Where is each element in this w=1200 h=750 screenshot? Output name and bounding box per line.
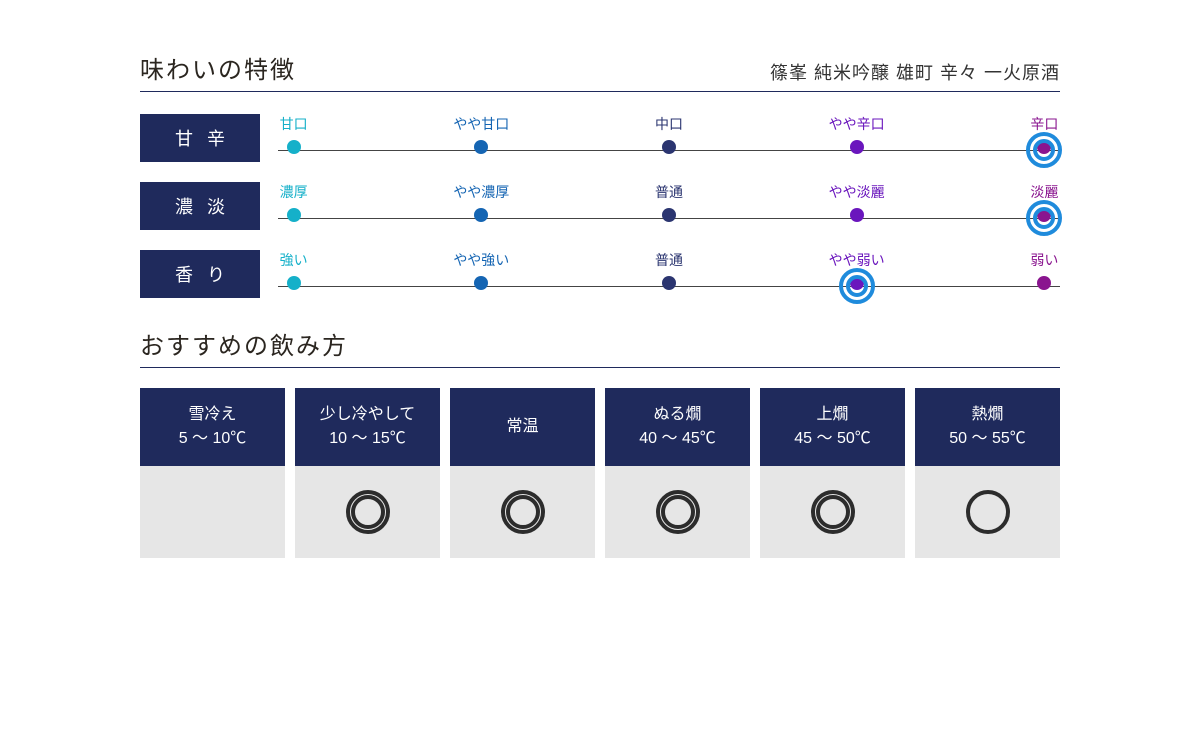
scale-stop-label: 濃厚 (280, 182, 308, 202)
drink-temp: 10 〜 15℃ (329, 427, 406, 451)
scale-stop-dot (474, 140, 488, 154)
scale-stop-label: 普通 (655, 250, 683, 270)
taste-title: 味わいの特徴 (140, 50, 296, 85)
double-circle-icon (656, 490, 700, 534)
circle-icon (966, 490, 1010, 534)
drink-mark-cell (295, 466, 440, 558)
scale-stop: 中口 (655, 114, 683, 154)
drink-column-header: 雪冷え5 〜 10℃ (140, 388, 285, 466)
drink-column-header: 熱燗50 〜 55℃ (915, 388, 1060, 466)
scale-stop: 甘口 (280, 114, 308, 154)
drink-temp: 5 〜 10℃ (179, 427, 247, 451)
scale-stop: やや淡麗 (829, 182, 885, 222)
drink-name: 常温 (506, 415, 538, 439)
scale-name-box: 甘辛 (140, 114, 260, 162)
drink-mark-cell (915, 466, 1060, 558)
scale-stop-label: やや濃厚 (453, 182, 509, 202)
scale-stop-label: やや淡麗 (829, 182, 885, 202)
product-subtitle: 篠峯 純米吟醸 雄町 辛々 一火原酒 (770, 59, 1060, 85)
scale-stop: やや濃厚 (453, 182, 509, 222)
scale-stop: 普通 (655, 182, 683, 222)
scale-track: 濃厚 やや濃厚 普通 やや淡麗 淡麗 (278, 182, 1060, 230)
scale-stop-dot (1037, 140, 1051, 154)
drink-mark-cell (140, 466, 285, 558)
double-circle-icon (501, 490, 545, 534)
scale-stop-dot (287, 208, 301, 222)
drink-column-header: 少し冷やして10 〜 15℃ (295, 388, 440, 466)
scale-stop-label: やや辛口 (829, 114, 885, 134)
scale-name-box: 香り (140, 250, 260, 298)
drink-mark-cell (450, 466, 595, 558)
drink-mark-cell (760, 466, 905, 558)
scale-stop: やや辛口 (829, 114, 885, 154)
scale-stop-dot (287, 276, 301, 290)
scale-stop-label: 淡麗 (1030, 182, 1058, 202)
drink-column: 熱燗50 〜 55℃ (915, 388, 1060, 558)
scale-stop: やや強い (453, 250, 509, 290)
drink-name: 雪冷え (188, 403, 236, 427)
drink-column: 雪冷え5 〜 10℃ (140, 388, 285, 558)
drink-grid: 雪冷え5 〜 10℃少し冷やして10 〜 15℃常温ぬる燗40 〜 45℃上燗4… (140, 388, 1060, 558)
scale-stop: 濃厚 (280, 182, 308, 222)
scale-stop: 辛口 (1030, 114, 1058, 154)
scale-stop: やや弱い (829, 250, 885, 290)
scale-stop: 弱い (1030, 250, 1058, 290)
drink-mark-cell (605, 466, 750, 558)
scale-stop-dot (1037, 208, 1051, 222)
scale-track: 甘口 やや甘口 中口 やや辛口 辛口 (278, 114, 1060, 162)
drink-temp: 45 〜 50℃ (794, 427, 871, 451)
scale-stop-dot (474, 208, 488, 222)
scale-stop: やや甘口 (453, 114, 509, 154)
scale-stop-dot (850, 276, 864, 290)
scale-stop-label: 強い (280, 250, 308, 270)
drink-name: 少し冷やして (320, 403, 416, 427)
scale-stop-label: 中口 (655, 114, 683, 134)
scale-stop: 普通 (655, 250, 683, 290)
drink-column-header: ぬる燗40 〜 45℃ (605, 388, 750, 466)
taste-scales: 甘辛甘口やや甘口中口やや辛口辛口濃淡濃厚やや濃厚普通やや淡麗淡麗香り強いやや強い… (140, 114, 1060, 298)
scale-stop-label: 普通 (655, 182, 683, 202)
scale-stop-label: やや強い (453, 250, 509, 270)
scale-stop-dot (850, 208, 864, 222)
scale-stop-label: 辛口 (1030, 114, 1058, 134)
taste-header: 味わいの特徴 篠峯 純米吟醸 雄町 辛々 一火原酒 (140, 50, 1060, 92)
scale-name-box: 濃淡 (140, 182, 260, 230)
scale-stop-dot (287, 140, 301, 154)
scale-stop-dot (662, 276, 676, 290)
scale-stop-label: 弱い (1030, 250, 1058, 270)
drink-column: 常温 (450, 388, 595, 558)
drink-column-header: 常温 (450, 388, 595, 466)
drink-column: 少し冷やして10 〜 15℃ (295, 388, 440, 558)
double-circle-icon (346, 490, 390, 534)
drink-name: ぬる燗 (653, 403, 701, 427)
drink-column-header: 上燗45 〜 50℃ (760, 388, 905, 466)
scale-stop-label: やや弱い (829, 250, 885, 270)
scale-row: 香り強い やや強い 普通 やや弱い 弱い (140, 250, 1060, 298)
drink-title: おすすめの飲み方 (140, 326, 1060, 361)
drink-name: 熱燗 (971, 403, 1003, 427)
scale-stop-dot (1037, 276, 1051, 290)
drink-column: 上燗45 〜 50℃ (760, 388, 905, 558)
scale-track: 強い やや強い 普通 やや弱い 弱い (278, 250, 1060, 298)
scale-stop: 淡麗 (1030, 182, 1058, 222)
scale-stop-dot (474, 276, 488, 290)
drink-temp: 50 〜 55℃ (949, 427, 1026, 451)
scale-stop: 強い (280, 250, 308, 290)
drink-temp: 40 〜 45℃ (639, 427, 716, 451)
scale-stop-dot (662, 140, 676, 154)
drink-name: 上燗 (816, 403, 848, 427)
drink-column: ぬる燗40 〜 45℃ (605, 388, 750, 558)
scale-stop-label: やや甘口 (453, 114, 509, 134)
scale-stop-label: 甘口 (280, 114, 308, 134)
scale-row: 甘辛甘口 やや甘口 中口 やや辛口 辛口 (140, 114, 1060, 162)
double-circle-icon (811, 490, 855, 534)
scale-stop-dot (662, 208, 676, 222)
drink-header: おすすめの飲み方 (140, 326, 1060, 368)
scale-stop-dot (850, 140, 864, 154)
scale-row: 濃淡濃厚 やや濃厚 普通 やや淡麗 淡麗 (140, 182, 1060, 230)
